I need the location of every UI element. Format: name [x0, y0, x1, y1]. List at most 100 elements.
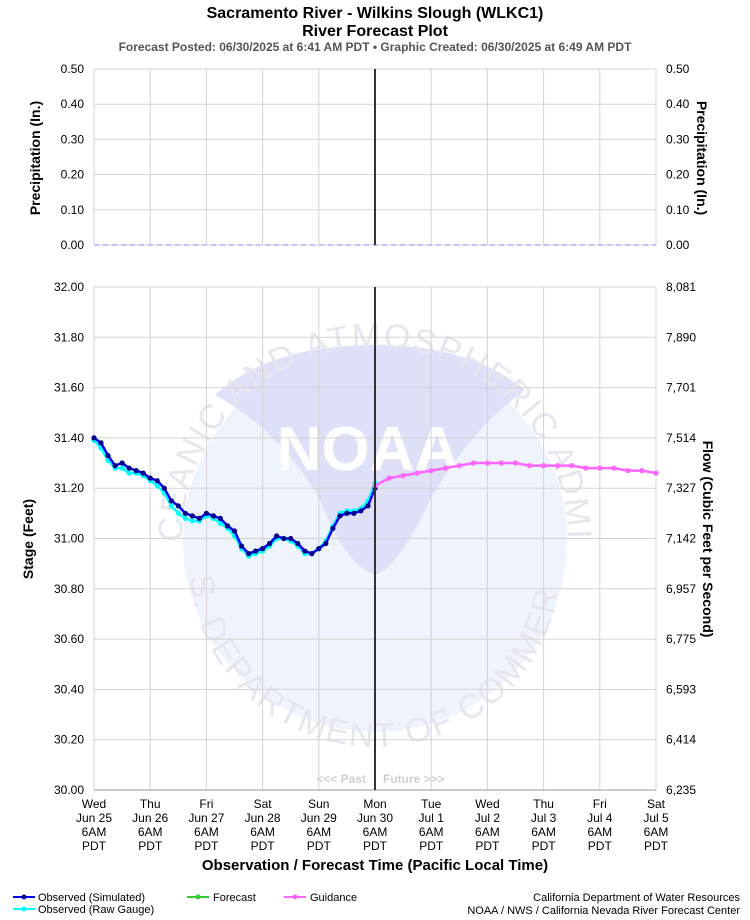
observed-raw-point — [217, 520, 223, 527]
precipitation-panel: 0.00 0.00 0.10 0.10 0.20 0.20 0.30 0.30 0.40 0.40… — [61, 62, 690, 252]
observed-simulated-point — [231, 528, 238, 534]
x-tick-label: PDT — [307, 839, 332, 853]
observed-raw-point — [189, 518, 195, 524]
guidance-point — [555, 463, 561, 469]
legend-label-observed-simulated: Observed (Simulated) — [38, 892, 145, 904]
flow-right-tick-label: 6,414 — [666, 733, 696, 747]
flow-right-tick-label: 6,593 — [666, 682, 696, 696]
x-tick-label: 6AM — [250, 825, 275, 839]
guidance-point — [442, 465, 448, 471]
observed-simulated-point — [112, 463, 118, 469]
precip-right-tick-label: 0.40 — [666, 97, 690, 111]
x-tick-label: Fri — [199, 797, 213, 811]
observed-simulated-point — [203, 510, 209, 516]
x-tick-label: PDT — [363, 839, 388, 853]
observed-simulated-point — [126, 465, 132, 471]
guidance-point — [386, 475, 392, 481]
guidance-point — [484, 460, 490, 466]
precip-right-tick-label: 0.00 — [666, 238, 690, 252]
precip-right-tick-label: 0.10 — [666, 203, 690, 217]
stage-left-tick-label: 30.20 — [54, 733, 84, 747]
x-tick-label: Sat — [254, 797, 273, 811]
legend-marker-forecast — [195, 894, 201, 900]
x-tick-label: Jul 4 — [587, 811, 613, 825]
guidance-point — [526, 463, 533, 469]
observed-simulated-point — [133, 468, 139, 474]
stage-left-tick-label: 30.80 — [54, 582, 84, 596]
precip-left-tick-label: 0.10 — [61, 203, 85, 217]
observed-raw-point — [175, 510, 181, 516]
precip-left-tick-label: 0.40 — [61, 97, 85, 111]
observed-simulated-point — [98, 440, 104, 446]
precip-right-tick-label: 0.30 — [666, 132, 690, 146]
x-tick-label: Jun 25 — [76, 811, 112, 825]
observed-simulated-point — [337, 513, 343, 519]
stage-left-tick-label: 30.40 — [54, 682, 84, 696]
observed-simulated-point — [217, 515, 223, 522]
guidance-point — [414, 470, 420, 476]
observed-simulated-point — [330, 525, 336, 532]
stage-panel: 30.00 6,235 30.20 6,414 30.40 6,593 30.60 6,775… — [54, 280, 696, 853]
x-tick-label: Jun 27 — [188, 811, 224, 825]
guidance-point — [583, 465, 589, 471]
past-label: <<< Past — [316, 772, 366, 786]
x-tick-label: 6AM — [306, 825, 331, 839]
legend-label-guidance: Guidance — [310, 892, 357, 904]
observed-raw-point — [168, 503, 174, 509]
observed-simulated-point — [147, 475, 153, 481]
stage-left-tick-label: 31.80 — [54, 330, 84, 344]
x-tick-label: 6AM — [475, 825, 500, 839]
x-tick-label: Mon — [363, 797, 386, 811]
x-tick-label: Jun 29 — [301, 811, 337, 825]
x-tick-label: PDT — [251, 839, 276, 853]
legend-label-observed-raw: Observed (Raw Gauge) — [38, 904, 154, 916]
x-tick-label: PDT — [194, 839, 219, 853]
guidance-point — [653, 470, 659, 476]
observed-raw-point — [126, 470, 132, 476]
observed-simulated-point — [316, 546, 322, 552]
observed-simulated-point — [105, 452, 111, 459]
observed-simulated-point — [154, 478, 160, 484]
x-tick-label: 6AM — [82, 825, 107, 839]
legend-marker-observed-raw — [21, 906, 27, 912]
legend-label-forecast: Forecast — [213, 892, 256, 904]
observed-simulated-point — [267, 540, 273, 547]
guidance-point — [456, 463, 462, 469]
x-tick-label: Jul 3 — [531, 811, 557, 825]
x-tick-label: 6AM — [587, 825, 612, 839]
observed-simulated-point — [309, 551, 315, 557]
x-tick-label: Wed — [82, 797, 106, 811]
x-tick-label: PDT — [644, 839, 669, 853]
stage-left-tick-label: 32.00 — [54, 280, 84, 294]
flow-right-tick-label: 7,701 — [666, 381, 696, 395]
observed-simulated-point — [295, 540, 301, 547]
precip-left-axis-title: Precipitation (In.) — [27, 101, 43, 215]
x-tick-label: 6AM — [138, 825, 163, 839]
guidance-point — [569, 463, 575, 469]
flow-right-tick-label: 7,890 — [666, 330, 696, 344]
noaa-watermark-bird-shape — [215, 345, 525, 575]
observed-simulated-point — [288, 535, 294, 542]
stage-left-tick-label: 31.00 — [54, 532, 84, 546]
flow-right-tick-label: 7,142 — [666, 532, 696, 546]
future-label: Future >>> — [383, 772, 445, 786]
precip-left-tick-label: 0.20 — [61, 168, 85, 182]
observed-simulated-point — [253, 548, 259, 554]
stage-left-tick-label: 31.40 — [54, 431, 84, 445]
observed-simulated-point — [358, 508, 364, 514]
guidance-point — [625, 468, 631, 474]
observed-simulated-point — [189, 513, 195, 519]
observed-simulated-point — [168, 498, 174, 504]
guidance-point — [498, 460, 504, 466]
x-tick-label: PDT — [588, 839, 613, 853]
x-tick-label: Jul 1 — [419, 811, 445, 825]
guidance-point — [597, 465, 603, 471]
x-tick-label: Fri — [593, 797, 607, 811]
stage-left-tick-label: 30.00 — [54, 783, 84, 797]
x-tick-label: PDT — [138, 839, 163, 853]
flow-right-axis-title: Flow (Cubic Feet per Second) — [700, 441, 716, 638]
credit-line-dwr: California Department of Water Resources — [533, 892, 740, 904]
x-axis-title: Observation / Forecast Time (Pacific Loc… — [202, 857, 548, 874]
x-tick-label: Jul 2 — [475, 811, 501, 825]
